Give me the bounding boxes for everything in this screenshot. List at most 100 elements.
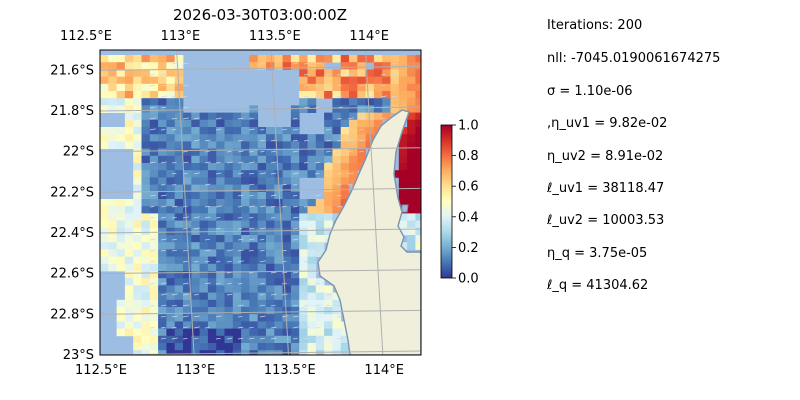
stat-nll: nll: -7045.0190061674275: [547, 51, 721, 66]
field-cell: [282, 263, 292, 272]
field-cell: [241, 206, 250, 214]
field-cell: [332, 141, 342, 149]
field-cell: [199, 242, 209, 250]
field-cell: [149, 321, 159, 329]
field-cell: [232, 314, 242, 322]
field-cell: [274, 299, 283, 308]
field-cell: [149, 285, 159, 293]
field-cell: [199, 119, 209, 128]
field-cell: [158, 105, 167, 113]
field-cell: [307, 314, 317, 322]
field-cell: [266, 62, 275, 70]
field-cell: [232, 134, 242, 142]
field-cell: [307, 285, 317, 293]
field-cell: [290, 127, 300, 135]
field-cell: [249, 184, 259, 193]
current-arrow: [336, 195, 342, 197]
field-cell: [149, 242, 159, 250]
field-cell: [282, 227, 292, 236]
field-cell: [307, 69, 317, 77]
current-arrow: [270, 337, 277, 340]
field-cell: [407, 155, 416, 164]
field-cell: [224, 299, 234, 308]
field-cell: [149, 98, 159, 106]
current-arrow: [248, 238, 255, 241]
field-cell: [158, 285, 167, 293]
field-cell: [307, 206, 317, 214]
field-cell: [174, 76, 184, 85]
field-cell: [332, 170, 342, 178]
field-cell: [141, 343, 151, 351]
graticule: [100, 50, 421, 355]
current-arrow: [292, 304, 298, 307]
field-cell: [207, 134, 217, 142]
field-cell: [282, 292, 292, 301]
field-cell: [407, 55, 416, 63]
current-arrow: [204, 282, 211, 285]
field-cell: [315, 91, 325, 99]
current-arrow: [358, 129, 364, 131]
current-arrow: [248, 326, 254, 329]
field-cell: [324, 184, 333, 193]
field-cell: [357, 155, 366, 164]
field-cell: [166, 343, 176, 351]
field-cell: [299, 148, 308, 157]
field-cell: [141, 227, 151, 236]
current-arrow: [292, 238, 299, 241]
field-cell: [207, 155, 217, 164]
field-cell: [108, 206, 117, 214]
field-cell: [274, 328, 283, 337]
current-arrow: [204, 261, 210, 263]
current-arrow: [248, 205, 255, 208]
field-cell: [324, 55, 333, 63]
current-arrow: [270, 139, 277, 142]
field-cell: [207, 119, 217, 128]
field-cell: [174, 155, 184, 164]
field-cell: [332, 148, 342, 157]
current-arrow: [325, 74, 331, 76]
field-cell: [299, 199, 308, 207]
field-cell: [133, 249, 142, 257]
current-arrow: [336, 84, 342, 87]
field-cell: [158, 170, 167, 178]
current-arrow: [160, 238, 167, 241]
field-cell: [191, 328, 200, 337]
field-cell: [398, 83, 408, 92]
field-cell: [199, 350, 209, 355]
field-cell: [141, 191, 151, 200]
field-cell: [340, 343, 350, 351]
field-cell: [141, 271, 151, 279]
field-cell: [166, 148, 176, 157]
current-arrow: [171, 62, 177, 65]
field-cell: [307, 328, 317, 337]
field-cell: [183, 292, 192, 301]
field-cell: [174, 220, 184, 229]
field-cell: [191, 343, 200, 351]
current-arrow: [347, 172, 355, 175]
field-cell: [299, 134, 308, 142]
field-cell: [266, 213, 275, 221]
field-cell: [158, 141, 167, 149]
field-cell: [199, 328, 209, 337]
field-cell: [116, 98, 126, 106]
field-cell: [357, 55, 366, 63]
field-cell: [216, 321, 225, 329]
field-cell: [158, 220, 167, 229]
current-arrow: [292, 150, 299, 153]
lat-tick-label: 22.6°S: [50, 267, 94, 282]
current-arrow: [149, 106, 155, 109]
current-arrow: [215, 128, 222, 131]
field-cell: [191, 235, 200, 243]
field-cell: [324, 227, 333, 236]
field-cell: [266, 235, 275, 243]
field-cell: [290, 350, 300, 355]
field-cell: [141, 119, 151, 128]
field-cell: [199, 155, 209, 164]
field-cell: [183, 321, 192, 329]
field-cell: [415, 199, 421, 207]
field-cell: [232, 119, 242, 128]
field-cell: [249, 177, 259, 185]
field-cell: [407, 163, 416, 171]
field-cell: [224, 220, 234, 229]
field-cell: [183, 350, 192, 355]
